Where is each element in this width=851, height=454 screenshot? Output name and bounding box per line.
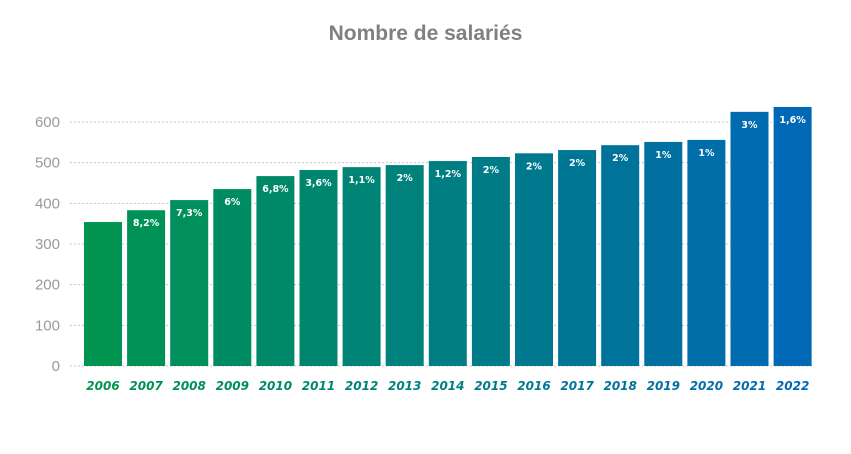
y-tick-label: 100 — [35, 317, 60, 334]
y-tick-label: 200 — [35, 277, 60, 294]
x-tick-label: 2020 — [690, 379, 723, 393]
bar-2009 — [213, 189, 252, 366]
bar-2015 — [471, 156, 510, 366]
y-tick-label: 300 — [35, 236, 60, 253]
bar-2006 — [84, 222, 122, 366]
bar-2011 — [299, 169, 338, 366]
x-tick-label: 2021 — [733, 379, 766, 393]
x-tick-label: 2015 — [474, 379, 507, 393]
y-tick-label: 0 — [52, 358, 60, 375]
bar-2017 — [558, 150, 597, 366]
x-tick-label: 2008 — [172, 379, 205, 393]
bar-2014 — [428, 161, 467, 366]
data-label: 6% — [224, 197, 241, 208]
bar-2016 — [515, 153, 553, 366]
x-tick-label: 2019 — [647, 379, 680, 393]
x-tick-label: 2006 — [86, 379, 119, 393]
data-label: 1,6% — [779, 115, 806, 126]
data-label: 1,1% — [348, 175, 375, 186]
bar-2021 — [730, 111, 769, 366]
x-tick-label: 2010 — [259, 379, 292, 393]
bar-2013 — [385, 165, 424, 366]
data-label: 1% — [655, 150, 672, 161]
data-labels: 8,2% 7,3% 6% 6,8% 3,6% 1,1% 2% 1,2% 2% 2% 2% 2% 1% 1%… — [133, 115, 806, 229]
data-label: 7,3% — [176, 208, 203, 219]
y-tick-label: 500 — [35, 155, 60, 172]
x-tick-label: 2011 — [302, 379, 335, 393]
x-tick-label: 2018 — [603, 379, 636, 393]
data-label: 1% — [698, 148, 715, 159]
bar-2018 — [601, 145, 640, 366]
x-tick-label: 2017 — [560, 379, 594, 393]
data-label: 1,2% — [435, 169, 462, 180]
data-label: 3,6% — [305, 178, 332, 189]
bar-2007 — [127, 210, 166, 366]
data-label: 6,8% — [262, 184, 289, 195]
x-tick-label: 2009 — [216, 379, 249, 393]
bar-2020 — [687, 139, 726, 366]
x-tick-label: 2022 — [776, 379, 809, 393]
data-label: 2% — [526, 161, 543, 172]
y-axis-ticks: 0 100 200 300 400 500 600 — [35, 114, 60, 375]
data-label: 2% — [612, 153, 629, 164]
y-tick-label: 400 — [35, 195, 60, 212]
x-tick-label: 2007 — [129, 379, 163, 393]
x-tick-label: 2012 — [345, 379, 378, 393]
x-tick-label: 2013 — [388, 379, 421, 393]
x-tick-label: 2014 — [431, 379, 464, 393]
data-label: 3% — [741, 120, 758, 131]
bar-2008 — [170, 200, 209, 366]
x-tick-label: 2016 — [517, 379, 550, 393]
bar-2019 — [644, 141, 683, 366]
y-tick-label: 600 — [35, 114, 60, 131]
data-label: 2% — [569, 158, 586, 169]
x-axis-ticks: 2006 2007 2008 2009 2010 2011 2012 2013 2014 2015… — [86, 379, 809, 393]
data-label: 8,2% — [133, 218, 160, 229]
bars — [84, 106, 812, 366]
data-label: 2% — [397, 173, 414, 184]
bar-2010 — [256, 176, 295, 366]
chart-title: Nombre de salariés — [328, 22, 523, 45]
bar-2022 — [773, 106, 812, 366]
data-label: 2% — [483, 165, 500, 176]
bar-2012 — [342, 167, 381, 366]
